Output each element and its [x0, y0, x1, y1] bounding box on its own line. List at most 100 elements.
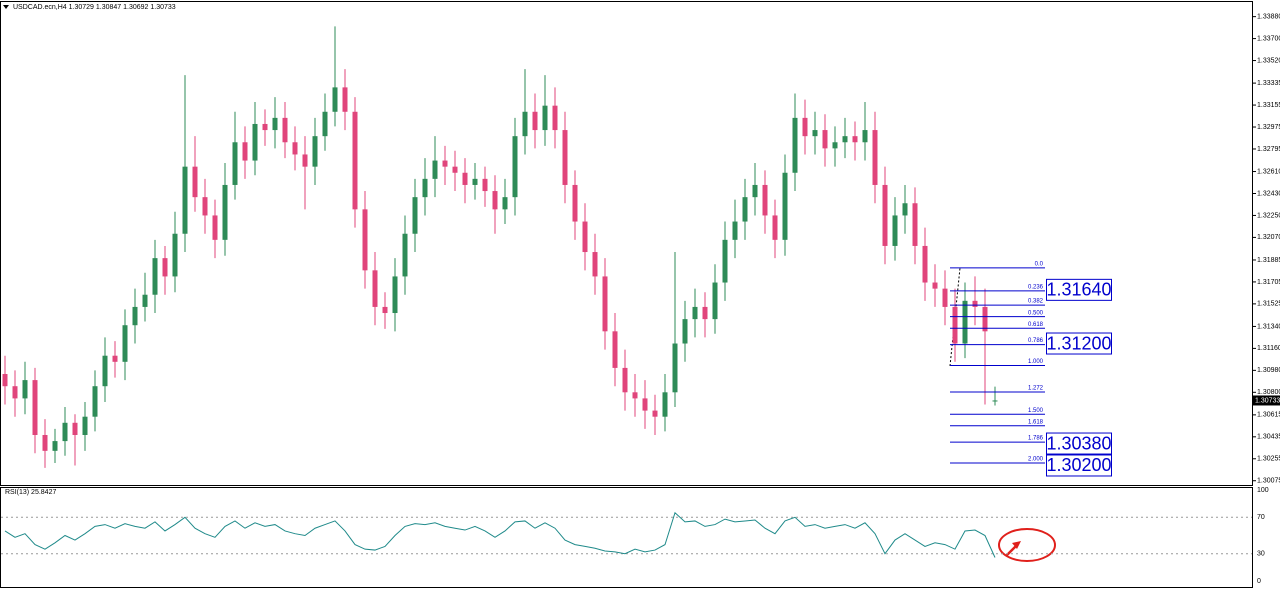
y-tick-label: 1.30255: [1257, 456, 1280, 463]
candle-body: [342, 87, 348, 112]
fib-label: 1.500: [1028, 408, 1044, 414]
candle-body: [482, 178, 488, 192]
candle-body: [372, 270, 378, 307]
candle-body: [322, 111, 328, 137]
candle-body: [672, 343, 678, 393]
menu-arrow[interactable]: [3, 5, 9, 9]
candle-body: [112, 355, 118, 362]
candle-body: [292, 142, 298, 155]
candle-body: [332, 87, 338, 112]
candle-body: [542, 105, 548, 131]
arrow-head: [1012, 541, 1021, 549]
candle-body: [412, 197, 418, 234]
fib-label: 1.618: [1028, 419, 1044, 425]
candle-body: [592, 252, 598, 277]
main-pane: [0, 1, 1253, 486]
candle-body: [732, 221, 738, 240]
candle-body: [982, 306, 988, 332]
price-label: 1.31640: [1046, 280, 1111, 300]
candle-body: [862, 130, 868, 143]
candle-body: [222, 184, 228, 240]
candle-body: [642, 398, 648, 411]
candle-body: [102, 355, 108, 387]
candle-body: [202, 197, 208, 216]
candle-body: [702, 306, 708, 320]
y-tick-label: 1.31885: [1257, 257, 1280, 264]
current-price-box: [1253, 395, 1280, 406]
y-tick-label: 100: [1257, 487, 1269, 494]
candle-body: [252, 123, 258, 161]
y-tick-label: 1.33880: [1257, 13, 1280, 20]
y-tick-label: 1.33520: [1257, 57, 1280, 64]
candle-body: [552, 105, 558, 131]
candle-body: [972, 300, 978, 307]
fib-label: 0.618: [1028, 322, 1044, 328]
candle-body: [192, 166, 198, 198]
y-tick-label: 30: [1257, 551, 1265, 558]
y-tick-label: 1.31340: [1257, 323, 1280, 330]
candle-body: [362, 209, 368, 271]
candle-body: [32, 380, 38, 435]
y-tick-label: 0: [1257, 578, 1261, 585]
candle-body: [52, 441, 58, 451]
y-tick-label: 1.30615: [1257, 412, 1280, 419]
highlight-ellipse: [998, 528, 1056, 562]
y-tick-label: 1.30435: [1257, 434, 1280, 441]
candle-body: [422, 178, 428, 198]
y-tick-label: 1.33700: [1257, 35, 1280, 42]
candle-body: [832, 142, 838, 149]
candle-body: [22, 380, 28, 399]
candle-body: [442, 160, 448, 167]
candle-body: [262, 123, 268, 131]
candle-body: [992, 400, 998, 402]
fib-label: 0.382: [1028, 299, 1044, 305]
candle-body: [62, 422, 68, 442]
candle-body: [882, 184, 888, 246]
candle-body: [872, 130, 878, 185]
candle-body: [712, 282, 718, 320]
y-tick-label: 1.33335: [1257, 80, 1280, 87]
candle-body: [12, 386, 18, 399]
candle-body: [612, 331, 618, 368]
y-tick-label: 1.32070: [1257, 234, 1280, 241]
candle-body: [72, 422, 78, 435]
candle-body: [242, 142, 248, 161]
candle-body: [472, 178, 478, 185]
fib-label: 1.272: [1028, 386, 1044, 392]
fib-label: 2.000: [1028, 457, 1044, 463]
candle-body: [462, 172, 468, 185]
candle-body: [942, 288, 948, 307]
y-tick-label: 1.32250: [1257, 212, 1280, 219]
candle-body: [782, 172, 788, 240]
candle-body: [522, 111, 528, 137]
candle-body: [952, 306, 958, 344]
price-label-box: [1046, 432, 1112, 455]
candle-body: [902, 203, 908, 216]
current-price: 1.30733: [1255, 397, 1280, 404]
fib-label: 0.500: [1028, 310, 1044, 316]
candle-body: [392, 276, 398, 314]
candle-body: [742, 197, 748, 222]
candle-body: [602, 276, 608, 332]
candle-body: [622, 367, 628, 393]
candle-body: [502, 197, 508, 210]
candle-body: [432, 160, 438, 179]
candle-body: [932, 282, 938, 289]
y-tick-label: 1.32430: [1257, 190, 1280, 197]
y-tick-label: 1.33155: [1257, 102, 1280, 109]
candle-body: [122, 325, 128, 362]
candle-body: [842, 136, 848, 143]
candle-body: [142, 294, 148, 307]
candle-body: [212, 215, 218, 240]
candle-body: [182, 166, 188, 234]
y-tick-label: 1.32975: [1257, 124, 1280, 131]
candle-body: [492, 191, 498, 210]
candle-body: [532, 111, 538, 131]
y-tick-label: 1.31705: [1257, 279, 1280, 286]
rsi-pane: [0, 487, 1253, 588]
candle-body: [692, 306, 698, 320]
y-tick-label: 1.31160: [1257, 345, 1280, 352]
candle-body: [762, 184, 768, 216]
candle-body: [132, 306, 138, 326]
candle-body: [42, 434, 48, 451]
